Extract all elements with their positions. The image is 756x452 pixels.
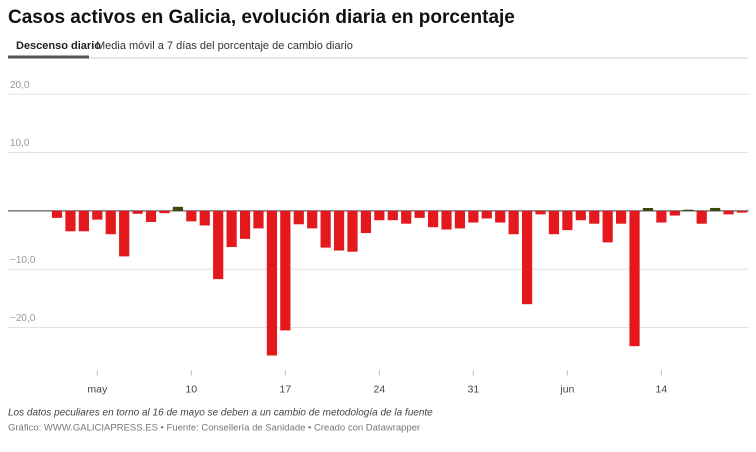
bar [239, 210, 251, 239]
x-tick-label: 17 [279, 383, 291, 395]
bar [535, 210, 546, 215]
bar [293, 210, 304, 225]
bar [441, 210, 452, 230]
x-tick-label: 14 [656, 383, 668, 395]
x-tick-label: jun [559, 383, 574, 395]
bar [226, 210, 237, 248]
y-tick-label: −20,0 [10, 313, 36, 324]
bar [199, 210, 210, 226]
bar [78, 210, 89, 232]
bar [374, 210, 385, 221]
bar [414, 210, 425, 218]
y-tick-label: −10,0 [10, 255, 36, 266]
bar [589, 210, 600, 224]
bar [454, 210, 466, 229]
bar [65, 210, 76, 232]
bar [213, 210, 224, 280]
bar [683, 209, 694, 211]
bar [333, 210, 345, 251]
bar [186, 210, 197, 222]
bar [132, 210, 143, 214]
bar [508, 210, 519, 235]
x-tick-label: may [87, 383, 108, 395]
bar [360, 210, 372, 234]
bar [105, 210, 116, 235]
bar [495, 210, 506, 223]
note: Los datos peculiares en torno al 16 de m… [8, 408, 433, 419]
bar [642, 207, 654, 211]
tab[interactable]: Media móvil a 7 días del porcentaje de c… [96, 40, 353, 52]
bar [696, 210, 707, 224]
chart-title: Casos activos en Galicia, evolución diar… [8, 7, 515, 28]
bar [710, 207, 721, 211]
x-tick-label: 24 [374, 383, 386, 395]
bar [656, 210, 667, 223]
bar [629, 210, 640, 347]
bar [347, 210, 358, 252]
bar [468, 210, 479, 223]
bar [669, 210, 680, 216]
x-tick-label: 10 [185, 383, 197, 395]
y-tick-label: 20,0 [10, 80, 30, 91]
bar [736, 210, 748, 213]
bar [575, 210, 586, 221]
bar [119, 210, 130, 257]
bar [387, 210, 398, 221]
bar [280, 210, 291, 331]
bar [172, 206, 183, 211]
bar [616, 210, 627, 224]
bar [401, 210, 412, 224]
credits: Gráfico: WWW.GALICIAPRESS.ES • Fuente: C… [8, 423, 420, 434]
bar [307, 210, 318, 229]
bar [723, 210, 734, 215]
bar [521, 210, 533, 305]
bar [266, 210, 278, 356]
bar [427, 210, 439, 228]
y-tick-label: 10,0 [10, 138, 30, 149]
bar [92, 210, 103, 220]
x-tick-label: 31 [468, 383, 480, 395]
bar [253, 210, 264, 229]
bar [145, 210, 157, 222]
bar [51, 210, 63, 218]
bar [548, 210, 560, 235]
bar [481, 210, 492, 219]
tab-active[interactable]: Descenso diario [16, 40, 101, 52]
bar [562, 210, 573, 231]
bar [320, 210, 331, 248]
bar [159, 210, 170, 214]
bar [602, 210, 613, 243]
